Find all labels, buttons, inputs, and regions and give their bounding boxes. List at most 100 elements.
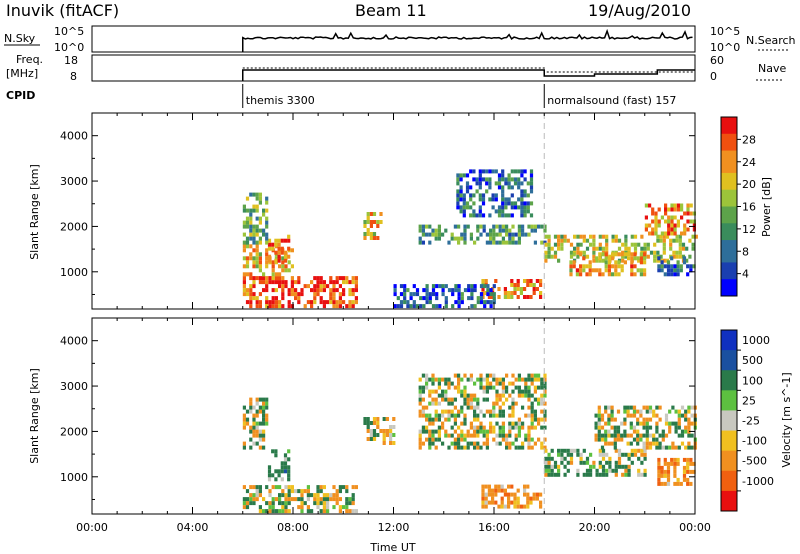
velocity-range-cell [287, 473, 291, 478]
velocity-range-cell [529, 500, 533, 505]
velocity-range-cell [392, 441, 396, 445]
power-range-cell [651, 231, 655, 236]
power-range-cell [678, 246, 682, 251]
velocity-range-cell [629, 421, 633, 426]
power-range-cell [444, 300, 448, 305]
power-range-cell [501, 185, 505, 190]
power-range-cell [657, 223, 661, 228]
power-range-cell [457, 288, 461, 293]
velocity-range-cell [660, 473, 664, 478]
velocity-range-cell [692, 469, 696, 474]
velocity-colorbar-tick-label: -100 [742, 435, 767, 448]
power-range-cell [252, 256, 256, 261]
velocity-range-cell [613, 417, 617, 422]
power-range-cell [507, 185, 511, 190]
power-range-cell [326, 284, 330, 289]
power-colorbar-cell [721, 167, 737, 174]
power-range-cell [624, 242, 628, 247]
velocity-range-cell [376, 417, 380, 421]
power-range-cell [274, 258, 278, 263]
power-range-cell [591, 268, 595, 273]
power-range-cell [453, 236, 457, 241]
power-range-cell [617, 252, 621, 257]
velocity-range-cell [601, 472, 606, 477]
power-range-cell [648, 203, 652, 208]
velocity-range-cell [268, 493, 272, 498]
power-range-cell [670, 219, 674, 224]
date-title: 19/Aug/2010 [588, 1, 691, 20]
power-range-cell [422, 296, 426, 301]
velocity-range-cell [686, 457, 690, 462]
velocity-range-cell [444, 393, 448, 398]
power-range-cell [245, 208, 250, 213]
velocity-range-cell [482, 397, 486, 402]
power-range-cell [614, 264, 618, 269]
power-range-cell [569, 272, 573, 277]
velocity-range-cell [476, 429, 480, 434]
power-range-cell [332, 300, 336, 305]
velocity-range-cell [425, 417, 429, 422]
velocity-range-cell [418, 377, 422, 382]
velocity-range-cell [268, 505, 272, 510]
velocity-range-cell [284, 497, 288, 502]
power-range-cell [456, 193, 460, 198]
velocity-range-cell [434, 377, 438, 382]
velocity-range-cell [557, 452, 561, 457]
power-range-cell [258, 236, 262, 241]
velocity-range-cell [434, 413, 438, 418]
velocity-range-cell [629, 433, 633, 438]
velocity-range-cell [363, 417, 367, 421]
velocity-range-cell [605, 452, 609, 457]
power-range-cell [605, 242, 609, 247]
velocity-range-cell [249, 485, 253, 490]
nsky-label: N.Sky [4, 32, 36, 45]
power-range-cell [454, 284, 458, 289]
velocity-range-cell [274, 509, 278, 514]
velocity-range-cell [492, 373, 496, 378]
velocity-range-cell [645, 421, 649, 426]
power-range-cell [465, 181, 470, 186]
velocity-range-cell [530, 393, 534, 398]
velocity-range-cell [418, 393, 422, 398]
power-range-cell [255, 204, 259, 209]
nave-tick-top: 60 [710, 54, 724, 67]
power-range-cell [369, 236, 373, 240]
velocity-range-cell [508, 425, 512, 430]
power-range-cell [511, 224, 515, 229]
power-range-cell [465, 185, 470, 190]
velocity-range-cell [527, 397, 531, 402]
velocity-range-cell [569, 460, 574, 465]
velocity-range-cell [620, 421, 624, 426]
velocity-range-cell [527, 405, 531, 410]
velocity-range-cell [363, 421, 367, 425]
power-range-cell [657, 207, 661, 212]
velocity-range-cell [457, 409, 461, 414]
power-ylabel: Slant Range [km] [28, 164, 41, 260]
velocity-range-cell [617, 464, 622, 469]
power-range-cell [543, 228, 547, 233]
power-range-cell [657, 256, 661, 261]
velocity-range-cell [268, 501, 272, 506]
velocity-range-cell [281, 505, 285, 510]
velocity-range-cell [508, 413, 512, 418]
velocity-range-cell [460, 405, 464, 410]
velocity-range-cell [418, 385, 422, 390]
power-range-cell [278, 272, 282, 277]
x-tick-label: 04:00 [177, 521, 209, 534]
power-range-cell [627, 246, 631, 251]
velocity-range-cell [613, 433, 617, 438]
power-range-cell [520, 193, 524, 198]
power-range-cell [654, 219, 658, 224]
power-range-cell [277, 246, 281, 251]
velocity-range-cell [501, 433, 505, 438]
power-range-cell [514, 232, 518, 237]
velocity-range-cell [657, 473, 661, 478]
velocity-range-cell [617, 448, 622, 453]
power-range-cell [529, 169, 534, 174]
velocity-range-cell [418, 389, 422, 394]
power-range-cell [376, 224, 380, 228]
velocity-range-cell [252, 441, 256, 446]
velocity-range-cell [679, 481, 683, 486]
velocity-range-cell [489, 385, 493, 390]
velocity-range-cell [271, 497, 275, 502]
